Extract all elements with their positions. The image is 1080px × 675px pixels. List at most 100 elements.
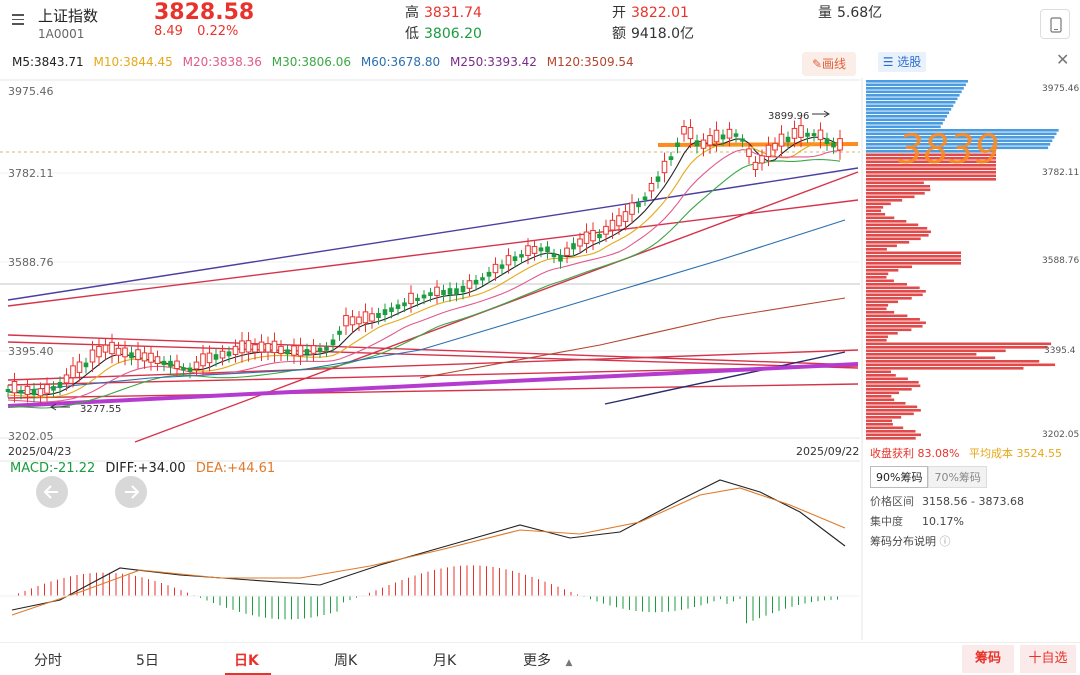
candle-body [408, 292, 414, 305]
chip-bar [866, 398, 895, 402]
kline-chart[interactable]: 3975.46 3782.11 3588.76 3395.40 3202.05 … [0, 0, 1080, 640]
chip-bar [866, 143, 1051, 146]
diff-value: DIFF:+34.00 [105, 461, 186, 476]
chip-bar [866, 374, 896, 377]
candle-body [499, 264, 505, 269]
chip-button[interactable]: 筹码 [962, 645, 1014, 673]
candle-body [707, 135, 713, 146]
chip-bar [866, 311, 895, 314]
chip-bar [866, 195, 915, 199]
candle-body [629, 202, 635, 215]
caret-up-icon: ▲ [565, 658, 573, 668]
candle-body [174, 360, 180, 370]
axis-label-bottom: 3202.05 [8, 430, 54, 443]
chip-bar [866, 139, 1053, 143]
candle-body [252, 344, 258, 353]
candle-body [51, 386, 56, 391]
candle-body [752, 161, 759, 170]
macd-value: MACD:-21.22 [10, 461, 96, 476]
price-range-label: 价格区间 [870, 495, 914, 508]
tab-monthly[interactable]: 月K [433, 653, 457, 669]
chip-bar [866, 104, 954, 108]
phone-icon [1050, 17, 1062, 33]
candle-body [70, 365, 76, 379]
candle-body [258, 341, 265, 353]
draw-line-button[interactable]: ✎画线 [802, 52, 856, 76]
tab-intraday[interactable]: 分时 [34, 653, 62, 669]
chip-bar [866, 325, 923, 328]
chip-bar [866, 304, 889, 307]
candle-body [681, 126, 687, 135]
chip-bar [866, 335, 888, 339]
tab-70-chip[interactable]: 70%筹码 [928, 466, 987, 488]
close-icon[interactable]: ✕ [1056, 50, 1070, 69]
chip-bar [866, 80, 968, 83]
trend-line-red [7, 334, 859, 366]
ma120-label: M120:3509.54 [546, 55, 634, 69]
chip-help-link[interactable]: 筹码分布说明 ⓘ [866, 532, 1080, 552]
candle-body [44, 384, 50, 394]
chip-bar [866, 115, 947, 118]
amount-value: 9418.0亿 [631, 26, 694, 42]
resistance-line-orange [657, 142, 859, 147]
ma20-line [7, 148, 841, 403]
candle-body [564, 247, 570, 256]
candle-body [382, 309, 388, 315]
trend-line-red [7, 349, 859, 381]
candle-body [18, 390, 24, 394]
candle-body [369, 313, 375, 322]
candle-body [597, 233, 602, 239]
candle-body [505, 255, 512, 266]
candle-body [200, 353, 206, 367]
chip-bar [866, 160, 996, 164]
chip-bar [866, 367, 1024, 370]
candle-body [122, 347, 128, 358]
index-code: 1A0001 [38, 27, 85, 41]
tab-90-chip[interactable]: 90%筹码 [870, 466, 929, 488]
chip-bar [866, 220, 907, 223]
high-stat: 高 3831.74 [405, 2, 482, 22]
chip-bar [866, 332, 898, 335]
chip-bar [866, 405, 918, 409]
chip-bar [866, 136, 1055, 139]
avg-cost-value: 3524.55 [1016, 447, 1062, 460]
end-date: 2025/09/22 [796, 445, 859, 458]
concentration-label: 集中度 [870, 515, 903, 528]
candle-body [590, 229, 596, 242]
chip-info: 收盘获利 83.08% 平均成本 3524.55 90%筹码 70%筹码 价格区… [866, 444, 1080, 552]
chip-bar [866, 307, 887, 311]
chip-bar [866, 171, 996, 174]
candle-body [330, 339, 336, 346]
tab-daily[interactable]: 日K [234, 653, 259, 669]
profit-value: 83.08% [917, 447, 960, 460]
candle-body [636, 202, 641, 208]
add-watchlist-button[interactable]: 十自选 [1020, 645, 1076, 673]
low-annotation: 3277.55 [80, 404, 121, 415]
current-price: 3828.58 [154, 0, 255, 25]
candle-body [356, 316, 362, 325]
candle-body [141, 352, 148, 362]
chip-bar [866, 178, 996, 181]
menu-icon[interactable] [12, 14, 24, 25]
ma10-line [7, 141, 841, 398]
period-nav: 分时 5日 日K 周K 月K 更多 ▲ 筹码 十自选 [0, 642, 1080, 675]
candle-body [317, 347, 323, 352]
candle-body [512, 256, 518, 261]
candle-body [297, 345, 304, 357]
landscape-button[interactable] [1040, 9, 1070, 39]
chip-bar [866, 360, 1040, 363]
amount-stat: 额 9418.0亿 [612, 23, 694, 43]
candle-body [181, 367, 186, 371]
chip-bar [866, 279, 894, 283]
chip-bar [866, 391, 899, 395]
chip-bar [866, 262, 961, 265]
tab-weekly[interactable]: 周K [334, 653, 358, 669]
select-stock-button[interactable]: ☰ 选股 [878, 52, 926, 72]
chip-bar [866, 318, 920, 321]
tab-5day[interactable]: 5日 [136, 653, 159, 669]
candle-body [642, 196, 648, 200]
tab-more[interactable]: 更多 ▲ [523, 650, 572, 670]
candle-body [531, 245, 538, 254]
candle-body [687, 127, 694, 140]
chip-bar [866, 157, 996, 160]
